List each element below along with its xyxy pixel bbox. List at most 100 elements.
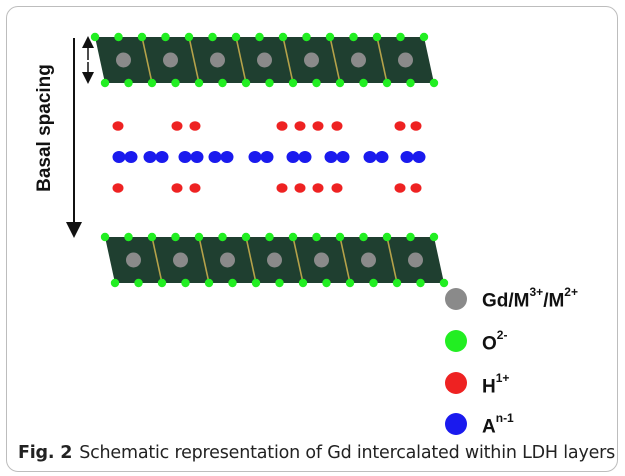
hydrogen-ion	[312, 121, 324, 131]
oxygen-atom	[278, 32, 288, 42]
metal-atom	[116, 52, 131, 68]
oxygen-atom	[382, 232, 392, 242]
legend-marker	[445, 330, 467, 352]
interlayer-ions	[112, 121, 426, 193]
anion	[124, 151, 138, 163]
oxygen-atom	[194, 78, 204, 88]
metal-atom	[126, 252, 141, 268]
oxygen-atom	[345, 278, 355, 288]
oxygen-atom	[161, 32, 170, 42]
oxygen-atom	[369, 278, 378, 288]
metal-atom	[163, 52, 178, 68]
oxygen-atom	[392, 278, 402, 288]
oxygen-atom	[275, 278, 284, 288]
oxygen-atom	[124, 78, 133, 88]
metal-atom	[220, 252, 235, 268]
oxygen-atom	[302, 32, 311, 42]
oxygen-atom	[288, 232, 298, 242]
oxygen-atom	[110, 278, 120, 288]
metal-atom	[351, 52, 366, 68]
anion	[220, 151, 234, 163]
layer-octahedron-edge	[329, 36, 341, 84]
oxygen-atom	[265, 232, 274, 242]
legend-marker	[445, 288, 467, 310]
hydrogen-ion	[394, 121, 406, 131]
oxygen-atom	[218, 78, 227, 88]
oxygen-atom	[157, 278, 167, 288]
anion	[190, 151, 204, 163]
oxygen-atom	[171, 232, 180, 242]
hydrogen-ion	[276, 121, 288, 131]
oxygen-atom	[184, 32, 194, 42]
anion	[155, 151, 169, 163]
metal-atom	[408, 252, 423, 268]
oxygen-atom	[124, 232, 133, 242]
anion	[260, 151, 274, 163]
hydrogen-ion	[112, 121, 124, 131]
anion	[375, 151, 389, 163]
oxygen-atom	[147, 232, 157, 242]
hydrogen-ion	[294, 121, 306, 131]
layer-octahedron-edge	[282, 36, 294, 84]
hydrogen-ion	[410, 183, 422, 193]
oxygen-atom	[298, 278, 308, 288]
oxygen-atom	[359, 78, 368, 88]
oxygen-atom	[231, 32, 241, 42]
oxygen-atom	[204, 278, 214, 288]
legend-label-oxygen: O2-	[482, 328, 508, 355]
legend-marker	[445, 413, 467, 435]
anion	[400, 151, 414, 163]
basal-spacing-label: Basal spacing	[34, 64, 55, 192]
oxygen-atom	[147, 78, 157, 88]
metal-atom	[314, 252, 329, 268]
oxygen-atom	[228, 278, 237, 288]
oxygen-atom	[396, 32, 405, 42]
anion	[143, 151, 157, 163]
hydrogen-ion	[189, 183, 201, 193]
oxygen-atom	[181, 278, 190, 288]
metal-atom	[257, 52, 272, 68]
oxygen-atom	[416, 278, 425, 288]
layer-octahedron-edge	[141, 36, 153, 84]
hydrogen-ion	[112, 183, 124, 193]
oxygen-atom	[218, 232, 227, 242]
hydrogen-ion	[312, 183, 324, 193]
hydrogen-ion	[171, 121, 183, 131]
oxygen-atom	[335, 78, 345, 88]
oxygen-atom	[325, 32, 335, 42]
metal-atom	[267, 252, 282, 268]
oxygen-atom	[171, 78, 180, 88]
oxygen-atom	[100, 232, 110, 242]
oxygen-atom	[241, 232, 251, 242]
oxygen-atom	[359, 232, 368, 242]
oxygen-atom	[265, 78, 274, 88]
layer-octahedron-edge	[376, 36, 388, 84]
legend-markers	[445, 288, 467, 435]
hydrogen-ion	[294, 183, 306, 193]
oxygen-atom	[241, 78, 251, 88]
anion	[112, 151, 126, 163]
layer-octahedron-edge	[386, 236, 398, 284]
top-ldh-layer	[90, 32, 439, 88]
anion	[248, 151, 262, 163]
legend-label-anion: An-1	[482, 411, 514, 438]
oxygen-atom	[439, 278, 449, 288]
legend-label-hydrogen: H1+	[482, 371, 510, 398]
oxygen-atom	[429, 232, 439, 242]
figure-number: Fig. 2	[18, 443, 73, 463]
hydrogen-ion	[189, 121, 201, 131]
layer-octahedron-edge	[188, 36, 200, 84]
metal-atom	[304, 52, 319, 68]
spacing-arrows	[66, 36, 94, 238]
oxygen-atom	[114, 32, 123, 42]
layer-octahedron-edge	[151, 236, 163, 284]
oxygen-atom	[429, 78, 439, 88]
hydrogen-ion	[410, 121, 422, 131]
anion	[298, 151, 312, 163]
hydrogen-ion	[276, 183, 288, 193]
oxygen-atom	[349, 32, 358, 42]
oxygen-atom	[335, 232, 345, 242]
hydrogen-ion	[171, 183, 183, 193]
anion	[208, 151, 222, 163]
legend-marker	[445, 372, 467, 394]
